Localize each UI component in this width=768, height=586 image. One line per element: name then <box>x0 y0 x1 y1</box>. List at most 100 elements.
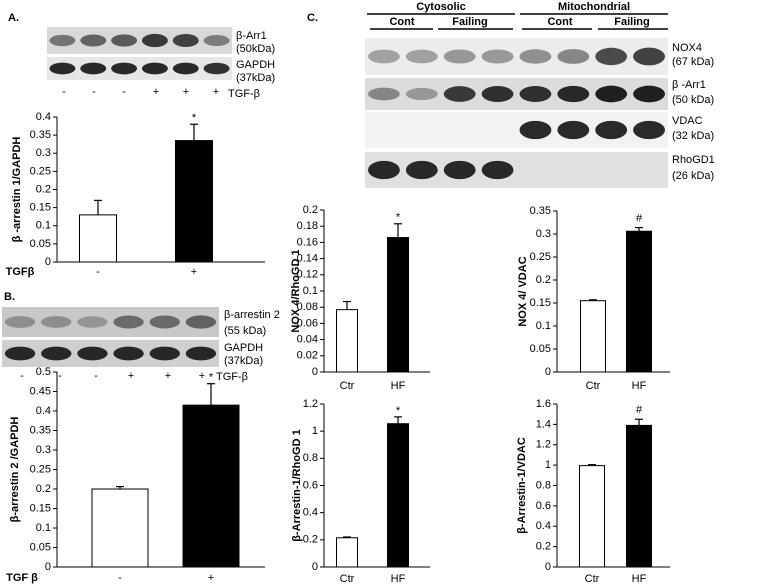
blot-band <box>172 34 199 47</box>
x-tick-label: + <box>191 266 197 278</box>
blot-band <box>4 346 36 361</box>
significance-mark: * <box>396 212 401 224</box>
error-bar <box>343 300 351 310</box>
y-axis-label: NOX 4/RhoGD 1 <box>290 249 302 332</box>
error-bar <box>589 299 597 301</box>
y-tick-label: 0.4 <box>36 111 51 123</box>
y-tick-label: 0.25 <box>30 463 51 475</box>
blot-band <box>405 49 438 64</box>
significance-mark: * <box>192 112 197 124</box>
y-tick-label: 0.1 <box>303 285 318 297</box>
blot-label: (50 kDa) <box>672 94 714 106</box>
y-tick-label: 0 <box>45 561 51 573</box>
x-tick-label: Ctr <box>340 573 355 585</box>
bar <box>79 214 117 263</box>
y-tick-label: 0.6 <box>536 500 551 512</box>
blot-label: β-Arr1 <box>236 30 267 42</box>
bar <box>626 424 652 568</box>
x-tick-label: + <box>208 572 214 584</box>
blot-band <box>111 34 138 47</box>
blot-band <box>368 87 400 101</box>
bar <box>336 537 358 568</box>
x-tick-label: HF <box>632 380 647 392</box>
lane-sign: + <box>128 370 134 382</box>
blot-band <box>405 87 438 101</box>
y-tick-label: 0.35 <box>530 205 551 217</box>
y-tick-label: 0 <box>545 561 551 573</box>
error-bar <box>394 223 402 238</box>
blot-label: GAPDH <box>236 59 275 71</box>
y-tick-label: 0.08 <box>297 301 318 313</box>
y-tick-label: 0.3 <box>536 228 551 240</box>
error-bar <box>394 416 402 424</box>
x-tick-label: Ctr <box>585 573 600 585</box>
panel-letter: B. <box>4 291 15 303</box>
blot-label: (67 kDa) <box>672 56 714 68</box>
y-tick-label: 0 <box>45 256 51 268</box>
y-tick-label: 0 <box>312 366 318 378</box>
x-axis-label: TGF β <box>6 572 38 584</box>
bar <box>579 465 605 568</box>
y-tick-label: 0.6 <box>303 479 318 491</box>
blot-band <box>77 346 108 361</box>
blot-band <box>405 160 438 180</box>
y-tick-label: 1.2 <box>303 398 318 410</box>
y-axis-label: β -arrestin 1/GAPDH <box>11 137 23 243</box>
lane-sign: - <box>58 370 62 382</box>
lane-sign: - <box>94 370 98 382</box>
y-tick-label: 0 <box>312 561 318 573</box>
blot-band <box>149 346 180 361</box>
y-axis-label: β-arrestin 2 /GAPDH <box>9 417 21 523</box>
blot-label: (32 kDa) <box>672 130 714 142</box>
y-tick-label: 0.1 <box>36 220 51 232</box>
y-tick-label: 0.1 <box>536 320 551 332</box>
blot-band <box>557 85 590 103</box>
blot-band <box>172 62 199 75</box>
blot-band <box>113 346 144 361</box>
y-tick-label: 0.12 <box>297 269 318 281</box>
y-tick-label: 0.04 <box>297 334 318 346</box>
significance-mark: # <box>636 212 643 224</box>
blot-band <box>141 62 168 75</box>
error-bar <box>190 123 198 141</box>
y-tick-label: 0.14 <box>297 253 318 265</box>
bar <box>387 237 409 373</box>
blot-band <box>203 34 230 47</box>
blot-band <box>481 160 514 180</box>
fraction-label: Cytosolic <box>416 1 466 13</box>
treatment-label: TGF-β <box>216 371 248 383</box>
y-tick-label: 1 <box>545 459 551 471</box>
blot-label: VDAC <box>672 115 703 127</box>
blot-band <box>519 49 552 64</box>
blot-band <box>443 49 476 64</box>
blot-band <box>41 316 72 328</box>
blot-band <box>149 315 180 329</box>
y-tick-label: 1.4 <box>536 418 551 430</box>
lane-sign: + <box>199 370 205 382</box>
x-tick-label: - <box>96 266 100 278</box>
blot-band <box>633 85 665 103</box>
lane-sign: - <box>62 86 66 98</box>
y-tick-label: 0.4 <box>303 507 318 519</box>
y-tick-label: 0.05 <box>30 541 51 553</box>
y-tick-label: 0.2 <box>536 274 551 286</box>
group-label: Failing <box>452 16 487 28</box>
y-tick-label: 0.1 <box>36 522 51 534</box>
blot-band <box>633 47 665 66</box>
y-tick-label: 0.8 <box>303 452 318 464</box>
y-tick-label: 0.25 <box>530 251 551 263</box>
significance-mark: * <box>396 405 401 417</box>
blot-band <box>80 62 107 75</box>
group-label: Cont <box>547 16 572 28</box>
y-tick-label: 0.2 <box>36 483 51 495</box>
blot-band <box>519 86 552 102</box>
blot-band <box>557 49 590 64</box>
blot-label: (37kDa) <box>236 72 275 84</box>
blot-band <box>519 120 552 140</box>
y-tick-label: 0.35 <box>30 424 51 436</box>
blot-band <box>368 160 400 180</box>
lane-sign: + <box>153 86 159 98</box>
y-tick-label: 0.2 <box>303 534 318 546</box>
error-bar <box>116 486 124 489</box>
